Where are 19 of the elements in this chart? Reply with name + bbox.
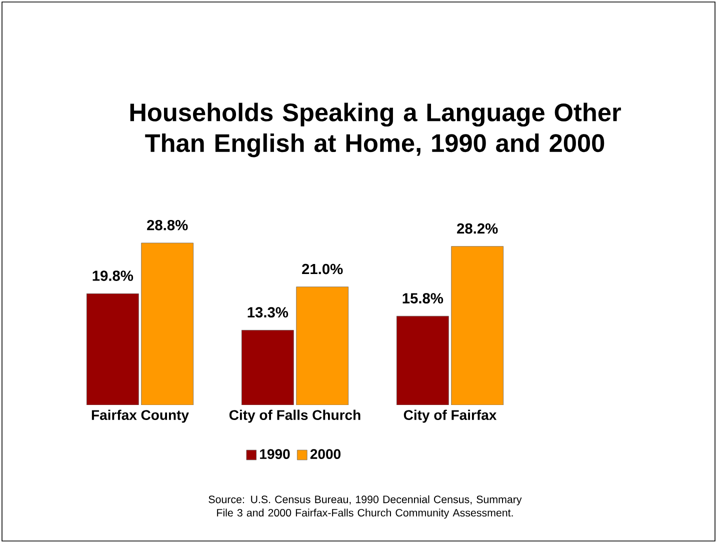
data-label: 28.2% [457, 223, 498, 234]
bar [296, 286, 349, 405]
bar [451, 246, 504, 405]
x-tick-label: City of Fairfax [404, 410, 497, 423]
x-tick-label: City of Falls Church [229, 410, 360, 423]
bar [396, 316, 449, 405]
data-label: 28.8% [147, 220, 188, 230]
data-label: 15.8% [402, 293, 444, 304]
data-label: 19.8% [92, 270, 134, 281]
bar [86, 293, 139, 405]
data-label: 21.0% [302, 264, 343, 274]
bar [241, 330, 294, 405]
chart-title: Households Speaking a Language Other Than English at Home, 1990 and 2000 [130, 102, 621, 158]
legend-label: 1990 [260, 449, 290, 460]
data-label: 13.3% [248, 307, 288, 318]
bar [141, 242, 194, 405]
x-tick-label: Fairfax County [92, 410, 189, 423]
legend-label: 2000 [310, 449, 340, 460]
source-note: Source: U.S. Census Bureau, 1990 Decennial Census, Summary File 3 and 2000 Fairfax-Falls Church Community Assessment. [208, 495, 522, 519]
